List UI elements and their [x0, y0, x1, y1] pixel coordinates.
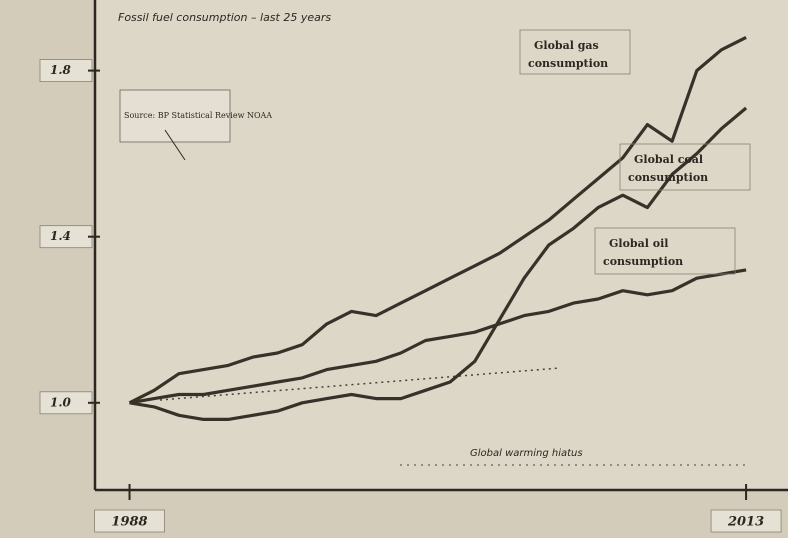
series-label-box	[619, 143, 751, 191]
series-line	[129, 268, 747, 405]
source-box	[119, 89, 231, 143]
series-label: Global coal consumption	[628, 153, 708, 184]
chart-title: Fossil fuel consumption – last 25 years	[118, 11, 331, 24]
series-label-box	[519, 29, 631, 75]
series-label-box	[594, 227, 736, 275]
series-label: Global gas consumption	[528, 39, 608, 70]
trend-line	[159, 367, 561, 401]
y-tick-label: 1.0	[50, 395, 72, 409]
series-line	[128, 35, 747, 405]
source-pointer	[164, 129, 186, 161]
y-tick-label: 1.4	[50, 229, 71, 243]
series-label: Global oil consumption	[603, 237, 683, 268]
x-tick-label: 1988	[111, 515, 147, 530]
x-tick-box	[94, 509, 165, 533]
x-tick-label: 2013	[727, 515, 764, 530]
x-tick-box	[710, 509, 782, 533]
source-note: Source: BP Statistical Review NOAA	[124, 111, 272, 120]
plot-area	[95, 0, 788, 490]
hiatus-label: Global warming hiatus	[470, 448, 583, 459]
series-line	[129, 106, 748, 421]
y-tick-label: 1.8	[50, 63, 72, 77]
